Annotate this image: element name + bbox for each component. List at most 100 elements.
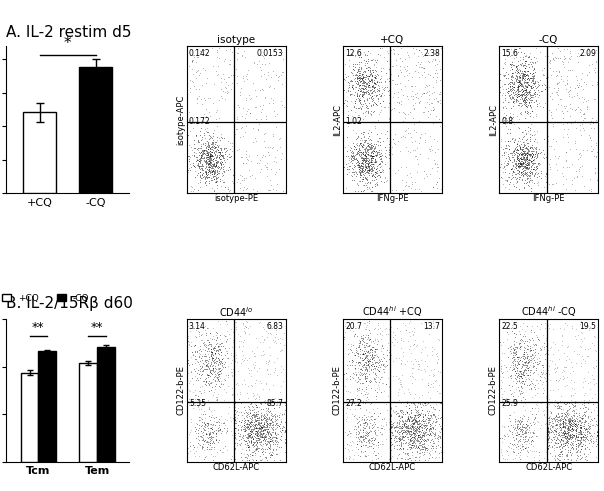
Point [263, 400, 272, 408]
Point [411, 431, 421, 438]
Point [398, 428, 408, 436]
Point [564, 422, 573, 430]
Point [197, 415, 207, 423]
Text: 19.5: 19.5 [579, 322, 596, 331]
Point [544, 435, 553, 442]
Point [193, 157, 203, 164]
Point [428, 183, 437, 191]
Point [589, 375, 599, 383]
Point [381, 146, 391, 154]
Point [520, 327, 530, 335]
Point [197, 164, 207, 172]
Point [400, 456, 410, 464]
Point [276, 436, 286, 444]
Point [242, 430, 251, 438]
Point [515, 53, 525, 60]
Point [344, 86, 353, 94]
Point [272, 431, 281, 439]
Point [515, 339, 525, 347]
Point [530, 159, 540, 167]
Point [403, 51, 413, 59]
Point [423, 107, 432, 115]
Point [242, 437, 251, 445]
Point [262, 423, 271, 431]
Point [525, 424, 535, 432]
Point [507, 82, 516, 90]
Point [557, 433, 567, 440]
Point [221, 78, 231, 86]
Point [371, 169, 381, 177]
Point [371, 100, 381, 108]
Point [249, 409, 259, 416]
Point [280, 427, 289, 435]
Point [503, 144, 512, 152]
Point [379, 422, 388, 430]
Point [361, 405, 370, 413]
Point [361, 325, 371, 333]
Point [511, 76, 521, 83]
Point [252, 439, 262, 447]
Point [265, 435, 275, 443]
Point [397, 412, 406, 420]
Point [530, 79, 540, 87]
Point [350, 77, 360, 85]
Point [512, 343, 521, 351]
Point [375, 92, 385, 100]
Point [212, 369, 222, 377]
Point [233, 175, 242, 183]
Point [533, 181, 542, 189]
Point [360, 174, 370, 182]
Point [539, 184, 548, 191]
Point [505, 130, 515, 137]
Point [264, 399, 274, 407]
Point [355, 371, 364, 379]
Point [516, 397, 525, 405]
Point [520, 149, 530, 157]
Point [233, 115, 242, 123]
Point [191, 158, 201, 165]
Point [209, 346, 219, 354]
Point [518, 361, 528, 369]
Point [366, 366, 376, 374]
Point [210, 126, 219, 134]
Point [522, 149, 532, 157]
Point [272, 440, 281, 448]
Point [366, 101, 376, 109]
Point [507, 85, 516, 93]
Point [248, 434, 258, 442]
Point [361, 175, 371, 183]
Point [588, 436, 597, 444]
Point [387, 412, 396, 420]
Point [579, 95, 588, 103]
Point [511, 431, 521, 438]
Point [249, 391, 259, 399]
Point [215, 425, 225, 433]
Point [340, 382, 350, 390]
Point [243, 394, 252, 402]
Point [411, 438, 420, 446]
Point [214, 418, 224, 426]
Point [521, 57, 531, 65]
Point [518, 146, 527, 154]
Y-axis label: CD122-b-PE: CD122-b-PE [489, 366, 498, 415]
Point [400, 438, 410, 446]
Point [530, 351, 539, 359]
Point [513, 364, 522, 372]
Point [208, 428, 217, 436]
Point [518, 167, 528, 175]
Point [528, 437, 538, 445]
Point [207, 355, 217, 363]
Point [543, 436, 553, 444]
Point [528, 91, 538, 99]
Point [353, 418, 363, 426]
Point [212, 393, 222, 401]
Point [553, 404, 562, 412]
Point [377, 437, 387, 445]
Point [423, 49, 432, 57]
Point [191, 430, 201, 437]
Point [414, 416, 423, 424]
Point [385, 74, 394, 82]
Point [189, 151, 199, 159]
Point [517, 363, 527, 371]
Point [374, 82, 384, 90]
